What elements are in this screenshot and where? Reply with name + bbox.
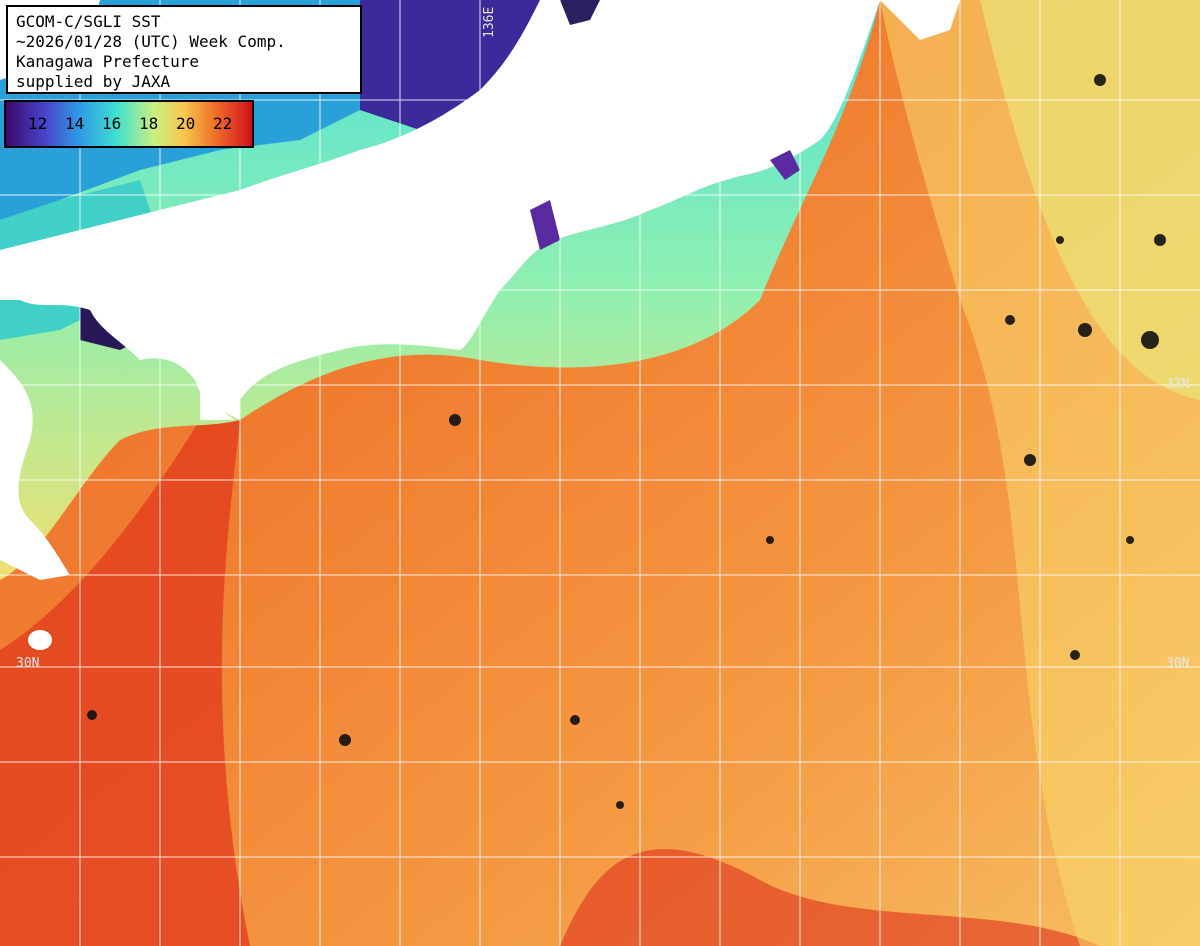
legend-tick: 12 — [28, 114, 48, 133]
color-legend: 12 14 16 18 20 22 — [4, 100, 254, 148]
legend-colorbar — [6, 102, 252, 146]
lon-label-136e: 136E — [482, 6, 497, 38]
lat-label-30n-left: 30N — [16, 656, 40, 671]
prefecture: Kanagawa Prefecture — [16, 52, 200, 71]
info-panel: GCOM-C/SGLI SST ~2026/01/28 (UTC) Week C… — [6, 5, 362, 94]
supplier: supplied by JAXA — [16, 72, 171, 91]
product-title: GCOM-C/SGLI SST — [16, 12, 161, 31]
lat-label-30n-right: 30N — [1166, 656, 1190, 671]
legend-ticks: 12 14 16 18 20 22 — [28, 114, 250, 133]
composite-date: ~2026/01/28 (UTC) Week Comp. — [16, 32, 286, 51]
legend-tick: 20 — [176, 114, 196, 133]
legend-tick: 22 — [213, 114, 233, 133]
lat-label-33n: 33N — [1166, 377, 1190, 392]
legend-tick: 14 — [65, 114, 85, 133]
legend-tick: 18 — [139, 114, 159, 133]
legend-tick: 16 — [102, 114, 122, 133]
